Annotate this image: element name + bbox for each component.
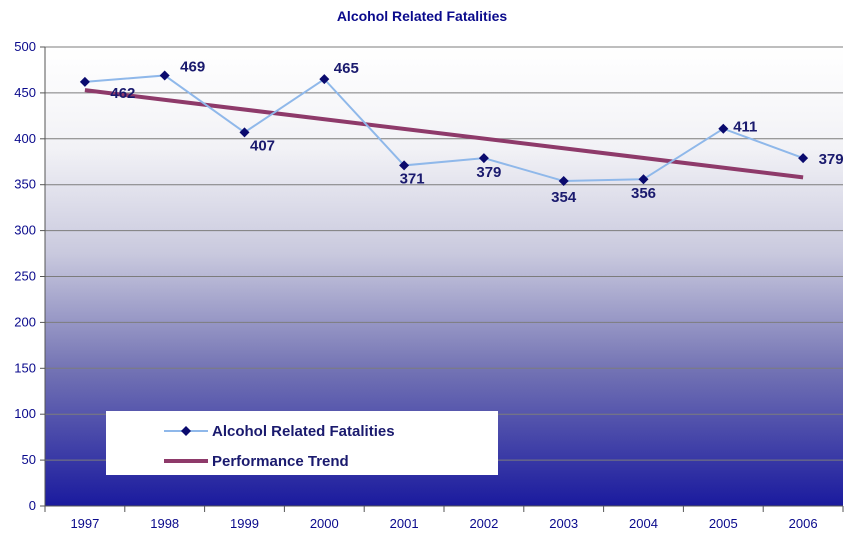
y-tick-label: 400	[14, 131, 36, 146]
series-layer: 462 469 407 465 371 379 354 356 411 379	[79, 58, 844, 206]
y-tick-label: 500	[14, 39, 36, 54]
data-point-marker	[798, 153, 809, 164]
x-axis: 1997 1998 1999 2000 2001 2002 2003 2004 2005 2006	[44, 505, 844, 531]
x-tick-label: 2006	[789, 516, 818, 531]
y-tick-label: 0	[29, 498, 36, 513]
x-tick-label: 1999	[230, 516, 259, 531]
data-point-marker	[558, 176, 569, 187]
series-line-alcohol-related-fatalities	[84, 74, 804, 183]
data-label: 371	[400, 170, 425, 187]
data-label: 407	[250, 137, 275, 154]
y-tick-label: 100	[14, 406, 36, 421]
data-point-marker	[319, 74, 330, 85]
data-label: 411	[733, 119, 757, 136]
data-point-marker	[718, 123, 729, 134]
y-axis: 0 50 100 150 200 250 300 350 400 450 500	[14, 39, 46, 513]
x-tick-label: 1998	[150, 516, 179, 531]
data-point-marker	[79, 76, 90, 87]
data-point-marker	[638, 174, 649, 185]
data-label: 379	[476, 164, 501, 181]
y-tick-label: 300	[14, 223, 36, 238]
y-tick-label: 150	[14, 360, 36, 375]
legend-swatch-fatalities-marker	[181, 426, 191, 436]
data-point-marker	[399, 160, 410, 171]
y-tick-label: 450	[14, 85, 36, 100]
chart-title: Alcohol Related Fatalities	[336, 8, 508, 24]
legend-box	[106, 411, 498, 475]
data-label: 462	[110, 85, 135, 102]
data-label: 379	[819, 151, 844, 168]
data-point-marker	[239, 127, 250, 138]
y-tick-label: 50	[22, 452, 36, 467]
data-point-marker	[159, 70, 170, 81]
legend: Alcohol Related Fatalities Performance T…	[106, 411, 498, 475]
x-tick-label: 2004	[629, 516, 658, 531]
x-tick-label: 2005	[709, 516, 738, 531]
y-tick-label: 250	[14, 269, 36, 284]
legend-label-fatalities: Alcohol Related Fatalities	[212, 423, 395, 440]
data-label: 469	[180, 58, 205, 75]
y-tick-label: 200	[14, 314, 36, 329]
x-tick-label: 2003	[549, 516, 578, 531]
data-label: 354	[551, 189, 577, 206]
y-tick-label: 350	[14, 177, 36, 192]
data-label: 356	[631, 185, 656, 202]
data-label: 465	[334, 60, 359, 77]
x-tick-label: 1997	[70, 516, 99, 531]
x-tick-label: 2000	[310, 516, 339, 531]
legend-label-trend: Performance Trend	[212, 453, 349, 470]
x-tick-label: 2002	[469, 516, 498, 531]
data-point-marker	[478, 153, 489, 164]
x-tick-label: 2001	[390, 516, 419, 531]
